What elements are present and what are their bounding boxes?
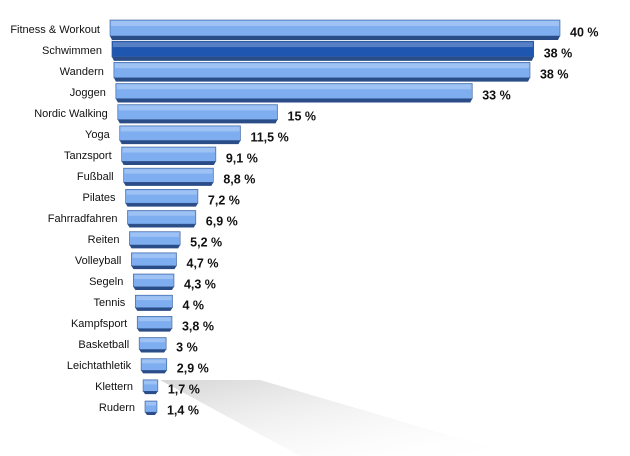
value-label: 7,2 % bbox=[208, 193, 240, 207]
bar bbox=[144, 400, 158, 415]
category-label: Segeln bbox=[89, 276, 123, 288]
value-label: 3,8 % bbox=[182, 319, 214, 333]
bar bbox=[136, 316, 173, 332]
bar-face bbox=[134, 294, 173, 308]
bar-bottom bbox=[123, 182, 214, 186]
bar-bottom bbox=[127, 224, 196, 228]
bar bbox=[129, 231, 181, 249]
value-label: 4 % bbox=[182, 298, 204, 312]
bar bbox=[113, 62, 531, 82]
category-label: Klettern bbox=[95, 381, 133, 393]
bar bbox=[131, 252, 177, 270]
value-label: 5,2 % bbox=[190, 235, 222, 249]
bar-highlight bbox=[142, 359, 166, 364]
value-label: 15 % bbox=[288, 109, 317, 123]
category-label: Schwimmen bbox=[42, 45, 102, 57]
category-label: Kampfsport bbox=[71, 318, 127, 330]
bar bbox=[109, 19, 561, 40]
bar-highlight bbox=[136, 296, 172, 301]
bar-bottom bbox=[145, 412, 157, 415]
bar bbox=[140, 358, 168, 374]
category-label: Joggen bbox=[70, 87, 106, 99]
value-label: 6,9 % bbox=[206, 214, 238, 228]
bar-bottom bbox=[115, 98, 473, 103]
value-label: 38 % bbox=[544, 46, 573, 60]
value-label: 40 % bbox=[570, 25, 599, 39]
value-label: 38 % bbox=[540, 67, 569, 81]
bar-bottom bbox=[133, 286, 174, 290]
bar-highlight bbox=[138, 317, 171, 322]
bar-highlight bbox=[114, 63, 529, 69]
bar bbox=[111, 40, 535, 61]
bar-highlight bbox=[124, 169, 213, 174]
bar bbox=[125, 189, 199, 207]
category-label: Fußball bbox=[77, 171, 114, 183]
category-label: Rudern bbox=[99, 402, 135, 414]
bar-highlight bbox=[120, 126, 240, 132]
value-label: 9,1 % bbox=[226, 151, 258, 165]
bar-bottom bbox=[131, 265, 177, 270]
category-label: Volleyball bbox=[75, 255, 121, 267]
bar-highlight bbox=[134, 275, 173, 279]
category-label: Fitness & Workout bbox=[10, 24, 100, 36]
bar-highlight bbox=[126, 190, 197, 195]
bar bbox=[123, 167, 214, 186]
category-label: Leichtathletik bbox=[67, 360, 132, 372]
bar-highlight bbox=[116, 84, 472, 90]
bar bbox=[115, 83, 473, 103]
bar-highlight bbox=[140, 338, 166, 343]
bar bbox=[119, 125, 241, 145]
category-label: Yoga bbox=[85, 129, 111, 141]
bar-bottom bbox=[143, 391, 158, 395]
bar-highlight bbox=[111, 21, 559, 26]
bar-bottom bbox=[139, 349, 167, 353]
bar-bottom bbox=[137, 328, 172, 332]
bar bbox=[142, 379, 159, 395]
bar-highlight bbox=[146, 402, 156, 406]
bar bbox=[117, 104, 278, 124]
bar-highlight bbox=[122, 148, 215, 153]
bar bbox=[134, 294, 173, 311]
bar-bottom bbox=[121, 161, 216, 165]
value-label: 2,9 % bbox=[177, 361, 209, 375]
bar bbox=[127, 210, 197, 228]
category-label: Wandern bbox=[60, 66, 104, 78]
value-label: 11,5 % bbox=[250, 130, 288, 144]
bar-bottom bbox=[135, 307, 173, 311]
category-label: Fahrradfahren bbox=[48, 213, 118, 225]
category-label: Tennis bbox=[93, 297, 125, 309]
category-label: Basketball bbox=[78, 339, 129, 351]
bar bbox=[121, 146, 217, 165]
bar-highlight bbox=[118, 105, 277, 111]
bar-bottom bbox=[110, 36, 560, 40]
bar-bottom bbox=[125, 203, 198, 207]
bar-bottom bbox=[117, 119, 278, 124]
value-label: 33 % bbox=[482, 88, 511, 102]
value-label: 1,4 % bbox=[167, 403, 199, 417]
bar bbox=[133, 273, 175, 290]
bar-highlight bbox=[128, 211, 195, 216]
category-label: Tanzsport bbox=[64, 150, 112, 162]
value-label: 3 % bbox=[176, 340, 198, 354]
value-label: 8,8 % bbox=[223, 172, 255, 186]
value-label: 4,7 % bbox=[187, 256, 219, 270]
bar-bottom bbox=[113, 77, 530, 82]
bar-bottom bbox=[141, 370, 167, 374]
value-label: 1,7 % bbox=[168, 382, 200, 396]
category-label: Pilates bbox=[83, 192, 117, 204]
bar-highlight bbox=[144, 380, 157, 385]
category-label: Nordic Walking bbox=[34, 108, 108, 120]
bar-highlight bbox=[132, 253, 176, 258]
bar bbox=[138, 337, 167, 353]
bar-highlight bbox=[112, 42, 533, 48]
value-label: 4,3 % bbox=[184, 277, 216, 291]
bar-bottom bbox=[129, 245, 181, 249]
bar-face bbox=[113, 62, 531, 79]
category-label: Reiten bbox=[88, 234, 120, 246]
bar-bottom bbox=[119, 140, 241, 145]
bar-highlight bbox=[130, 232, 180, 237]
floor-shadow bbox=[160, 380, 520, 456]
bar-bottom bbox=[111, 56, 534, 61]
